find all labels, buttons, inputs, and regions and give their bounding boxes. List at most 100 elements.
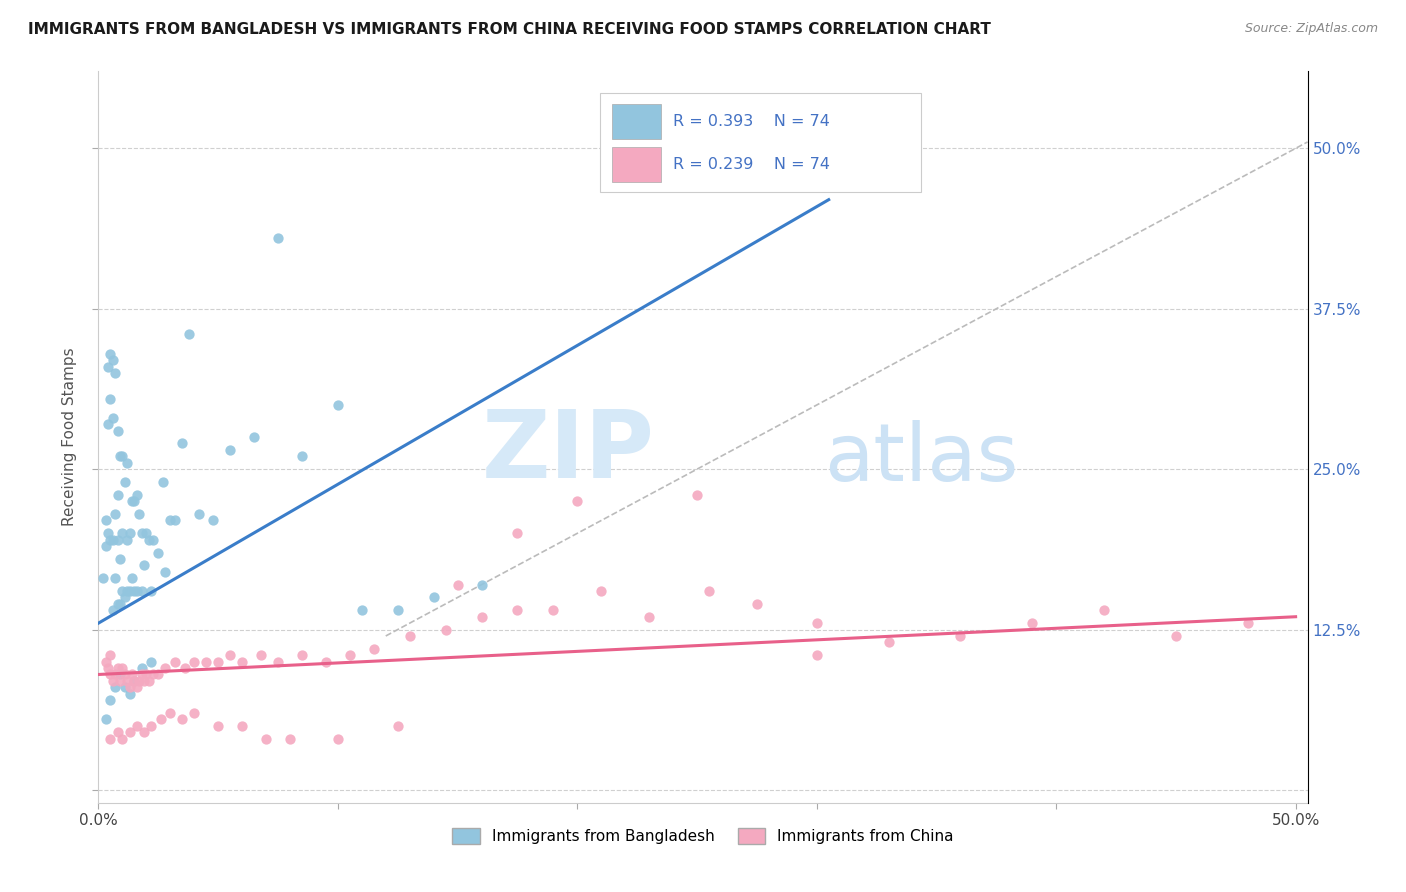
- Point: [148, 667, 170, 681]
- Point: [101, 410, 124, 425]
- Point: [148, 545, 170, 559]
- Point: [108, 450, 131, 464]
- Point: [231, 655, 253, 669]
- Point: [172, 712, 194, 726]
- Point: [231, 719, 253, 733]
- Point: [745, 597, 768, 611]
- Point: [94, 514, 117, 528]
- Point: [131, 584, 153, 599]
- Point: [398, 629, 420, 643]
- Point: [128, 673, 150, 688]
- Point: [111, 450, 134, 464]
- Point: [111, 526, 134, 541]
- Point: [387, 603, 409, 617]
- Text: atlas: atlas: [824, 420, 1018, 498]
- Point: [387, 719, 409, 733]
- Point: [115, 533, 138, 547]
- Point: [139, 719, 162, 733]
- Point: [97, 417, 120, 432]
- Point: [101, 353, 124, 368]
- Point: [118, 526, 141, 541]
- Point: [949, 629, 972, 643]
- Point: [446, 577, 468, 591]
- Point: [567, 494, 589, 508]
- Point: [363, 641, 385, 656]
- Point: [506, 603, 529, 617]
- FancyBboxPatch shape: [600, 94, 921, 192]
- FancyBboxPatch shape: [613, 146, 661, 182]
- Point: [202, 514, 225, 528]
- Point: [138, 673, 160, 688]
- Point: [94, 712, 117, 726]
- Point: [163, 655, 186, 669]
- Point: [686, 488, 709, 502]
- Point: [124, 673, 146, 688]
- Point: [125, 584, 148, 599]
- Legend: Immigrants from Bangladesh, Immigrants from China: Immigrants from Bangladesh, Immigrants f…: [446, 822, 960, 850]
- FancyBboxPatch shape: [613, 104, 661, 139]
- Point: [173, 661, 195, 675]
- Y-axis label: Receiving Food Stamps: Receiving Food Stamps: [62, 348, 77, 526]
- Point: [135, 667, 157, 681]
- Point: [188, 507, 211, 521]
- Point: [139, 584, 162, 599]
- Point: [107, 725, 129, 739]
- Point: [267, 655, 290, 669]
- Point: [108, 673, 131, 688]
- Point: [100, 667, 122, 681]
- Point: [91, 571, 114, 585]
- Point: [101, 673, 124, 688]
- Point: [118, 584, 141, 599]
- Point: [326, 398, 349, 412]
- Point: [100, 693, 122, 707]
- Point: [250, 648, 273, 663]
- Point: [108, 667, 131, 681]
- Point: [100, 392, 122, 406]
- Text: R = 0.393    N = 74: R = 0.393 N = 74: [672, 114, 830, 129]
- Point: [434, 623, 457, 637]
- Point: [118, 681, 141, 695]
- Point: [152, 475, 174, 489]
- Point: [114, 667, 136, 681]
- Point: [219, 442, 242, 457]
- Point: [506, 526, 529, 541]
- Point: [132, 725, 155, 739]
- Point: [121, 571, 143, 585]
- Point: [125, 681, 148, 695]
- Point: [1021, 616, 1043, 631]
- Text: R = 0.239    N = 74: R = 0.239 N = 74: [672, 157, 830, 172]
- Text: Source: ZipAtlas.com: Source: ZipAtlas.com: [1244, 22, 1378, 36]
- Point: [138, 533, 160, 547]
- Point: [195, 655, 218, 669]
- Point: [97, 661, 120, 675]
- Point: [1236, 616, 1258, 631]
- Point: [114, 681, 136, 695]
- Point: [877, 635, 900, 649]
- Point: [107, 533, 129, 547]
- Point: [97, 359, 120, 374]
- Point: [1164, 629, 1187, 643]
- Point: [155, 661, 177, 675]
- Point: [131, 526, 153, 541]
- Point: [163, 514, 186, 528]
- Point: [315, 655, 337, 669]
- Point: [111, 731, 134, 746]
- Point: [350, 603, 373, 617]
- Point: [107, 424, 129, 438]
- Point: [114, 591, 136, 605]
- Point: [638, 609, 661, 624]
- Point: [100, 346, 122, 360]
- Point: [159, 514, 181, 528]
- Point: [183, 706, 205, 720]
- Point: [115, 456, 138, 470]
- Point: [339, 648, 361, 663]
- Point: [97, 526, 120, 541]
- Point: [470, 609, 492, 624]
- Point: [326, 731, 349, 746]
- Point: [142, 667, 165, 681]
- Point: [254, 731, 277, 746]
- Point: [104, 366, 127, 380]
- Point: [1092, 603, 1115, 617]
- Point: [101, 533, 124, 547]
- Point: [149, 712, 172, 726]
